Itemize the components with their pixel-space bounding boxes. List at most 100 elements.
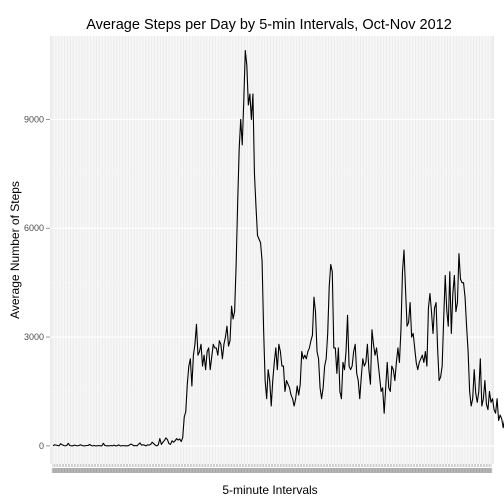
- x-tick-label: [225, 468, 229, 473]
- x-tick-label: [408, 468, 412, 473]
- x-tick-label: [373, 468, 377, 473]
- x-tick-label: [462, 468, 465, 473]
- x-tick-label: [390, 468, 394, 473]
- x-tick-label: [415, 468, 418, 473]
- x-tick-label: [221, 468, 224, 473]
- x-tick-label: [270, 468, 273, 473]
- x-tick-label: [425, 468, 429, 473]
- x-tick-label: [382, 468, 386, 473]
- x-tick-label: [329, 468, 332, 473]
- x-tick-label: [277, 468, 281, 473]
- x-tick-label: [433, 468, 436, 473]
- x-tick-label: [257, 468, 261, 473]
- x-tick-label: [460, 468, 464, 473]
- x-tick-label: [186, 468, 189, 473]
- x-tick-label: [305, 468, 308, 473]
- x-tick-label: [199, 468, 203, 473]
- x-tick-label: [128, 468, 131, 473]
- x-tick-label: [103, 468, 107, 473]
- x-tick-label: [76, 468, 79, 473]
- x-tick-label: [146, 468, 149, 473]
- x-tick-label: [83, 468, 87, 473]
- x-tick-label: [285, 468, 288, 473]
- x-tick-label: [195, 468, 198, 473]
- x-tick-label: [150, 468, 154, 473]
- x-tick-label: [311, 468, 314, 473]
- x-tick-label: [62, 468, 65, 473]
- x-tick-label: [411, 468, 415, 473]
- x-tick-label: [302, 468, 305, 473]
- x-tick-label: [170, 468, 174, 473]
- x-tick-label: [466, 468, 470, 473]
- x-tick-label: [473, 468, 476, 473]
- x-tick-label: [135, 468, 139, 473]
- x-tick-label: [248, 468, 252, 473]
- x-tick-label: [352, 468, 355, 473]
- x-tick-label: [105, 468, 108, 473]
- x-tick-label: [227, 468, 230, 473]
- x-tick-label: [282, 468, 285, 473]
- x-tick-label: [332, 468, 336, 473]
- x-tick-label: [288, 468, 291, 473]
- x-tick-label: [73, 468, 76, 473]
- x-tick-label: [155, 468, 158, 473]
- x-tick-label: [396, 468, 400, 473]
- x-tick-label: [184, 468, 187, 473]
- x-tick-label: [89, 468, 93, 473]
- x-tick-label: [198, 468, 201, 473]
- x-tick-label: [482, 468, 485, 473]
- x-tick-label: [274, 468, 278, 473]
- x-tick-label: [256, 468, 259, 473]
- x-tick-label: [447, 468, 450, 473]
- x-tick-label: [353, 468, 357, 473]
- x-tick-label: [115, 468, 119, 473]
- x-tick-label: [350, 468, 354, 473]
- x-tick-label: [80, 468, 84, 473]
- x-tick-label: [392, 468, 395, 473]
- x-tick-label: [338, 468, 342, 473]
- x-tick-label: [152, 468, 155, 473]
- x-tick-label: [96, 468, 99, 473]
- y-axis-title: Average Number of Steps: [8, 181, 22, 319]
- x-tick-label: [318, 468, 322, 473]
- x-tick-label: [421, 468, 424, 473]
- x-tick-label: [454, 468, 458, 473]
- x-tick-label: [321, 468, 325, 473]
- x-tick-label: [456, 468, 459, 473]
- x-tick-label: [239, 468, 242, 473]
- x-tick-label: [303, 468, 307, 473]
- y-tick-label: 9000: [24, 114, 44, 124]
- x-tick-label: [183, 468, 186, 473]
- x-tick-label: [346, 468, 349, 473]
- x-tick-label: [280, 468, 284, 473]
- x-tick-label: [370, 468, 374, 473]
- x-tick-label: [283, 468, 287, 473]
- x-tick-label: [215, 468, 218, 473]
- x-tick-label: [424, 468, 427, 473]
- x-tick-label: [434, 468, 438, 473]
- x-tick-label: [57, 468, 61, 473]
- x-tick-label: [436, 468, 439, 473]
- x-tick-label: [122, 468, 125, 473]
- x-tick-label: [314, 468, 317, 473]
- x-tick-label: [387, 468, 390, 473]
- y-tick-label: 3000: [24, 332, 44, 342]
- x-tick-label: [488, 468, 491, 473]
- x-tick-label: [216, 468, 220, 473]
- x-tick-label: [360, 468, 363, 473]
- x-tick-label: [418, 468, 421, 473]
- x-tick-label: [230, 468, 233, 473]
- x-tick-label: [129, 468, 133, 473]
- x-tick-label: [334, 468, 337, 473]
- x-tick-label: [292, 468, 296, 473]
- x-tick-label: [247, 468, 250, 473]
- x-tick-label: [111, 468, 114, 473]
- x-tick-label: [245, 468, 249, 473]
- x-tick-label: [64, 468, 67, 473]
- x-tick-label: [379, 468, 383, 473]
- x-tick-label: [77, 468, 81, 473]
- x-tick-label: [291, 468, 294, 473]
- x-tick-label: [99, 468, 102, 473]
- x-tick-label: [141, 468, 145, 473]
- x-tick-label: [401, 468, 404, 473]
